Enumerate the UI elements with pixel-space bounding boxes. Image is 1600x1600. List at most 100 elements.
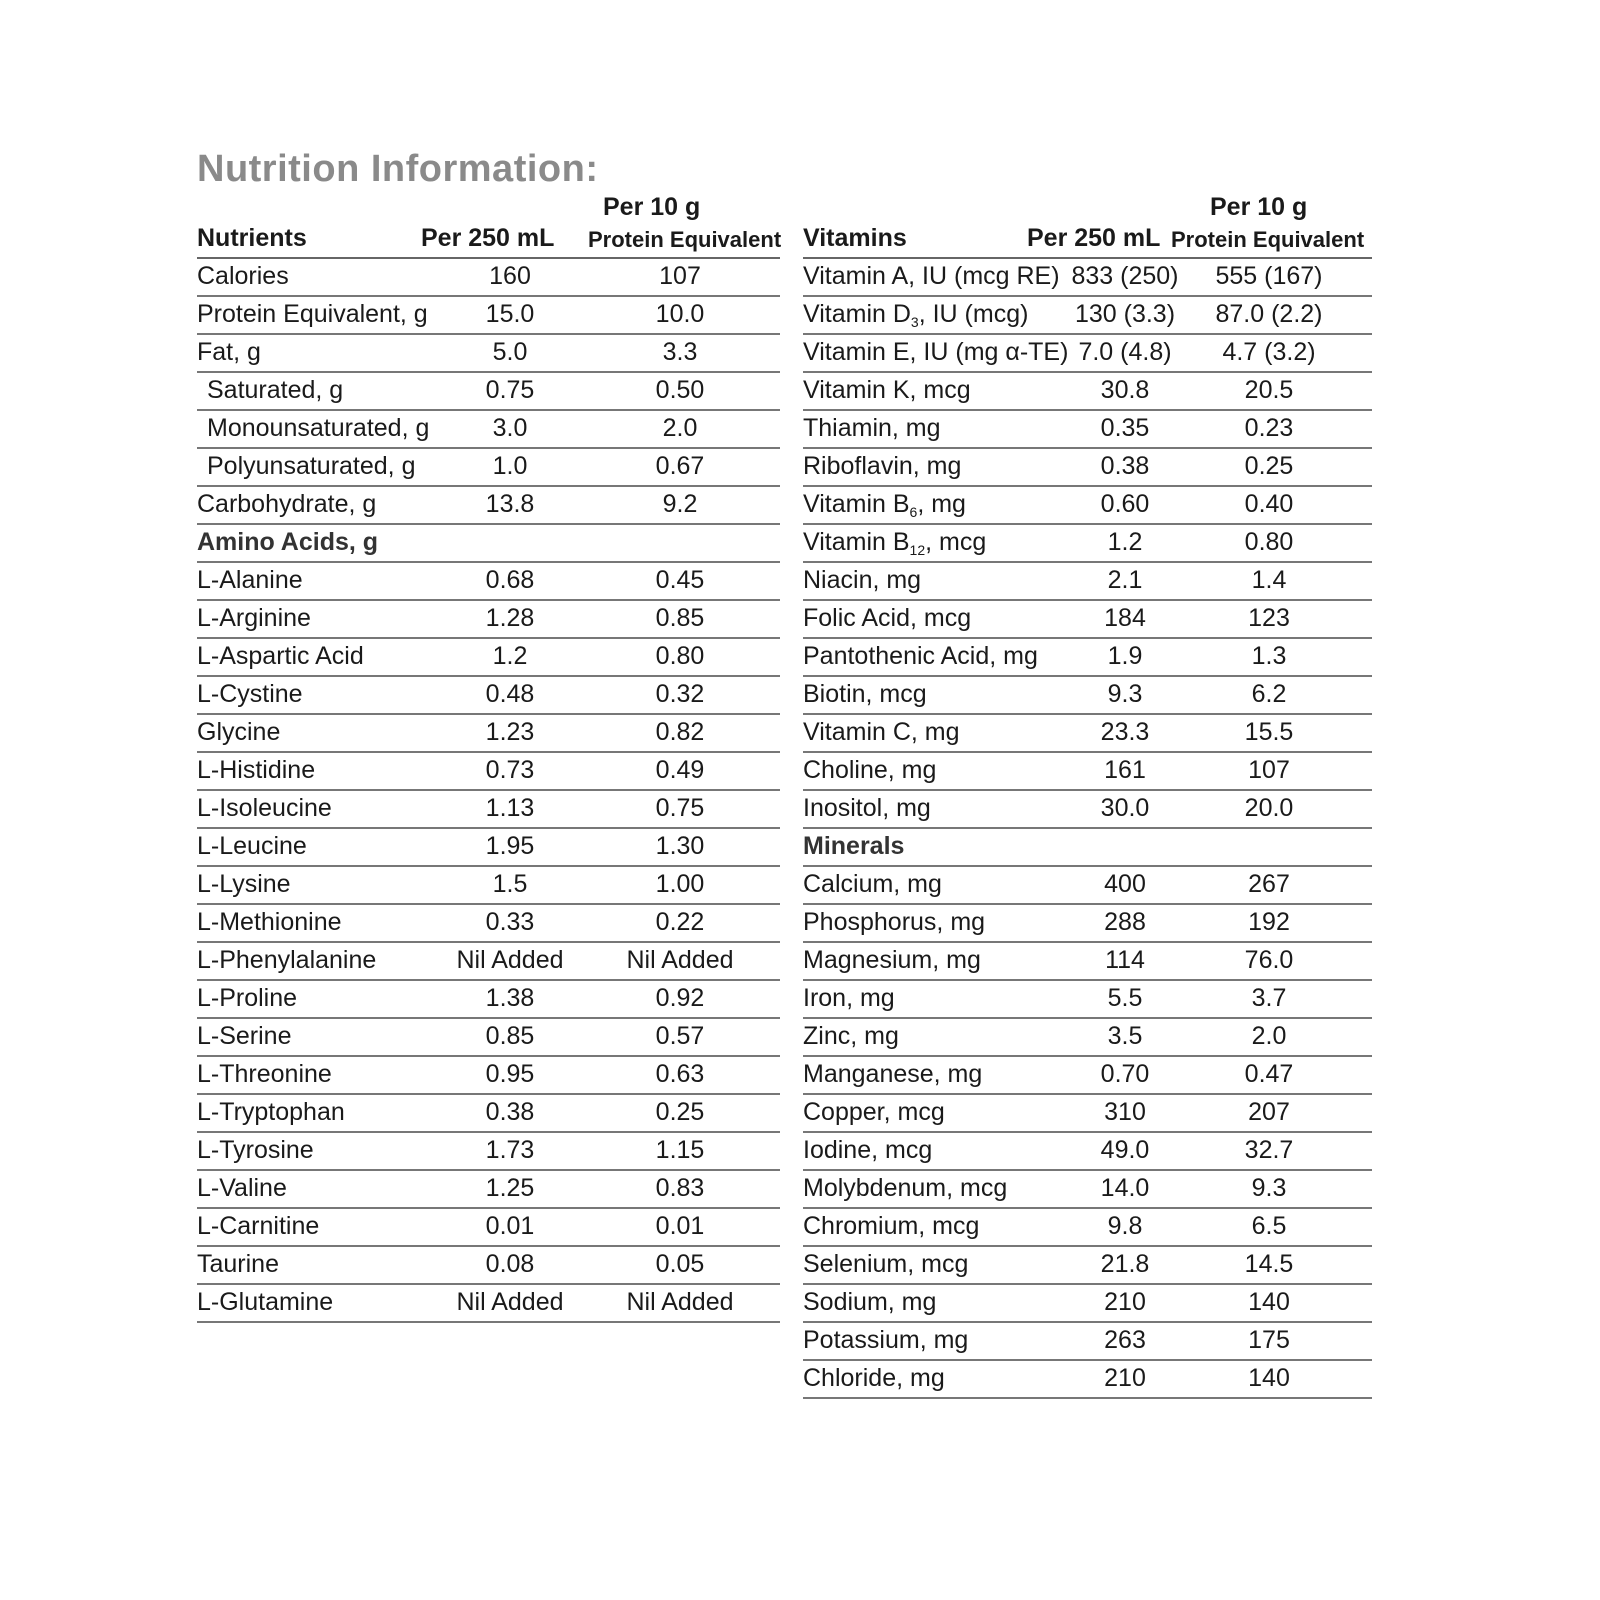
per-250ml-value: 49.0 (1100, 1136, 1150, 1164)
per-10g-value: 207 (1248, 1098, 1290, 1126)
per-250ml-value: 13.8 (485, 490, 535, 518)
nutrient-name: Monounsaturated, g (207, 414, 430, 442)
table-row: L-Valine 1.25 0.83 (197, 1171, 780, 1209)
table-row: Inositol, mg 30.0 20.0 (803, 791, 1372, 829)
nutrient-name: Folic Acid, mcg (803, 604, 972, 632)
per-10g-value: 0.83 (655, 1174, 705, 1202)
per-250ml-value: 833 (250) (1071, 262, 1179, 290)
nutrient-name: Niacin, mg (803, 566, 922, 594)
table-header: Vitamins Per 250 mL Per 10 g Protein Equ… (803, 193, 1372, 259)
per-10g-value: 0.47 (1244, 1060, 1294, 1088)
table-row: Fat, g 5.0 3.3 (197, 335, 780, 373)
section-row: Minerals (803, 829, 1372, 867)
per-250ml-value: 1.73 (485, 1136, 535, 1164)
per-250ml-value: 1.25 (485, 1174, 535, 1202)
nutrient-name: Vitamin C, mg (803, 718, 960, 746)
table-row: Pantothenic Acid, mg 1.9 1.3 (803, 639, 1372, 677)
per-10g-value: 9.2 (662, 490, 698, 518)
nutrient-name: L-Cystine (197, 680, 303, 708)
per-10g-value: 1.4 (1251, 566, 1287, 594)
table-row: L-Phenylalanine Nil Added Nil Added (197, 943, 780, 981)
per-250ml-value: 288 (1104, 908, 1146, 936)
nutrient-name: Polyunsaturated, g (207, 452, 416, 480)
nutrient-name: L-Aspartic Acid (197, 642, 364, 670)
header-per-10g: Per 10 g (603, 193, 701, 221)
nutrient-name: L-Phenylalanine (197, 946, 377, 974)
nutrient-name: Glycine (197, 718, 281, 746)
per-250ml-value: 0.38 (1100, 452, 1150, 480)
section-row: Amino Acids, g (197, 525, 780, 563)
table-row: Saturated, g 0.75 0.50 (197, 373, 780, 411)
table-row: Protein Equivalent, g 15.0 10.0 (197, 297, 780, 335)
per-10g-value: 6.5 (1251, 1212, 1287, 1240)
per-250ml-value: Nil Added (456, 1288, 564, 1316)
nutrient-name: Potassium, mg (803, 1326, 969, 1354)
per-10g-value: 2.0 (1251, 1022, 1287, 1050)
table-row: L-Arginine 1.28 0.85 (197, 601, 780, 639)
per-10g-value: 192 (1248, 908, 1290, 936)
table-row: L-Proline 1.38 0.92 (197, 981, 780, 1019)
per-250ml-value: 1.13 (485, 794, 535, 822)
per-10g-value: 0.45 (655, 566, 705, 594)
per-10g-value: 0.67 (655, 452, 705, 480)
nutrient-name: Biotin, mcg (803, 680, 927, 708)
per-250ml-value: 2.1 (1107, 566, 1143, 594)
per-250ml-value: 310 (1104, 1098, 1146, 1126)
per-10g-value: 107 (1248, 756, 1290, 784)
per-10g-value: 14.5 (1244, 1250, 1294, 1278)
nutrient-name: Vitamin B6, mg (803, 490, 966, 520)
nutrient-name: Phosphorus, mg (803, 908, 986, 936)
per-250ml-value: 1.23 (485, 718, 535, 746)
table-row: L-Tryptophan 0.38 0.25 (197, 1095, 780, 1133)
table-row: Copper, mcg 310 207 (803, 1095, 1372, 1133)
nutrient-name: Chromium, mcg (803, 1212, 980, 1240)
nutrient-name: L-Alanine (197, 566, 303, 594)
table-row: Biotin, mcg 9.3 6.2 (803, 677, 1372, 715)
table-row: L-Tyrosine 1.73 1.15 (197, 1133, 780, 1171)
per-250ml-value: 1.0 (492, 452, 528, 480)
per-10g-value: Nil Added (626, 946, 734, 974)
table-row: Niacin, mg 2.1 1.4 (803, 563, 1372, 601)
per-250ml-value: 0.33 (485, 908, 535, 936)
per-250ml-value: 0.08 (485, 1250, 535, 1278)
per-250ml-value: 21.8 (1100, 1250, 1150, 1278)
nutrient-name: Chloride, mg (803, 1364, 945, 1392)
nutrient-name: L-Lysine (197, 870, 291, 898)
table-row: L-Threonine 0.95 0.63 (197, 1057, 780, 1095)
table-row: L-Isoleucine 1.13 0.75 (197, 791, 780, 829)
per-10g-value: 32.7 (1244, 1136, 1294, 1164)
per-250ml-value: 15.0 (485, 300, 535, 328)
nutrient-name: Iodine, mcg (803, 1136, 933, 1164)
per-10g-value: 0.80 (655, 642, 705, 670)
table-row: Zinc, mg 3.5 2.0 (803, 1019, 1372, 1057)
per-250ml-value: Nil Added (456, 946, 564, 974)
nutrient-name: L-Leucine (197, 832, 307, 860)
per-10g-value: 123 (1248, 604, 1290, 632)
table-row: L-Lysine 1.5 1.00 (197, 867, 780, 905)
per-250ml-value: 9.3 (1107, 680, 1143, 708)
per-10g-value: 76.0 (1244, 946, 1294, 974)
table-row: Chromium, mcg 9.8 6.5 (803, 1209, 1372, 1247)
per-10g-value: 0.80 (1244, 528, 1294, 556)
per-250ml-value: 1.5 (492, 870, 528, 898)
per-250ml-value: 5.5 (1107, 984, 1143, 1012)
table-row: Phosphorus, mg 288 192 (803, 905, 1372, 943)
per-250ml-value: 9.8 (1107, 1212, 1143, 1240)
per-250ml-value: 0.38 (485, 1098, 535, 1126)
nutrient-name: Riboflavin, mg (803, 452, 962, 480)
nutrient-name: Vitamin A, IU (mcg RE) (803, 262, 1060, 290)
table-row: Choline, mg 161 107 (803, 753, 1372, 791)
header-vitamins: Vitamins (803, 224, 907, 252)
table-row: Potassium, mg 263 175 (803, 1323, 1372, 1361)
per-10g-value: 0.57 (655, 1022, 705, 1050)
nutrient-name: Calcium, mg (803, 870, 942, 898)
per-10g-value: 0.82 (655, 718, 705, 746)
nutrient-name: Molybdenum, mcg (803, 1174, 1008, 1202)
table-row: Monounsaturated, g 3.0 2.0 (197, 411, 780, 449)
per-250ml-value: 130 (3.3) (1074, 300, 1176, 328)
table-row: Vitamin B6, mg 0.60 0.40 (803, 487, 1372, 525)
page-title: Nutrition Information: (197, 148, 599, 190)
table-row: Calories 160 107 (197, 259, 780, 297)
table-row: Folic Acid, mcg 184 123 (803, 601, 1372, 639)
per-250ml-value: 14.0 (1100, 1174, 1150, 1202)
